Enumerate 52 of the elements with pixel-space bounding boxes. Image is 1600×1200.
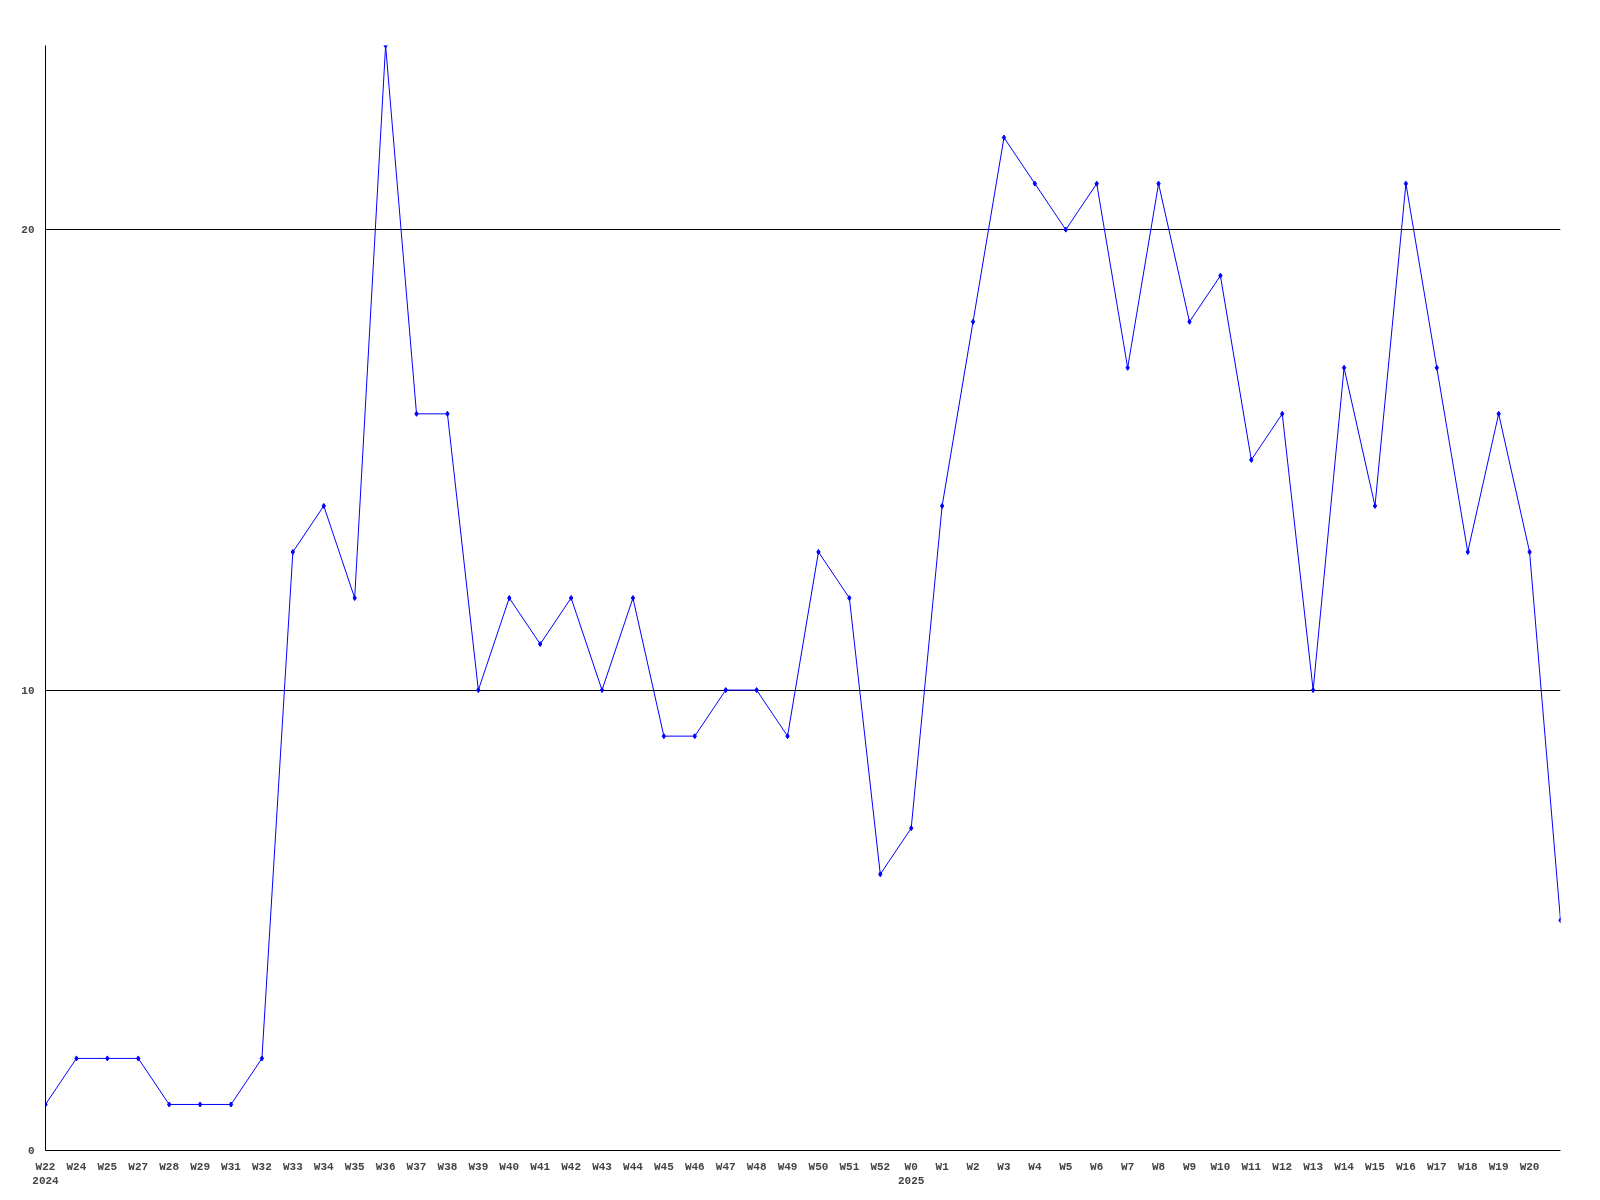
x-tick-label: W4 [1028, 1160, 1042, 1173]
x-tick-label: W7 [1121, 1160, 1135, 1173]
x-tick-label: W2 [966, 1160, 980, 1173]
x-tick-label: W29 [190, 1160, 210, 1173]
x-tick-label: W37 [406, 1160, 427, 1173]
x-tick-label: W40 [499, 1160, 520, 1173]
x-tick-label: W25 [97, 1160, 118, 1173]
x-tick-label: W31 [221, 1160, 242, 1173]
x-tick-label: W42 [561, 1160, 582, 1173]
x-tick-label: W11 [1241, 1160, 1262, 1173]
x-tick-label: W46 [684, 1160, 705, 1173]
x-tick-label: W8 [1151, 1160, 1166, 1173]
x-tick-label: W9 [1182, 1160, 1197, 1173]
x-tick-label: W43 [592, 1160, 613, 1173]
x-tick-label: W19 [1488, 1160, 1509, 1173]
x-tick-label: W28 [159, 1160, 180, 1173]
x-tick-label: W17 [1426, 1160, 1447, 1173]
x-tick-label: W41 [530, 1160, 551, 1173]
x-tick-label: W16 [1396, 1160, 1416, 1173]
x-tick-label: W15 [1365, 1160, 1386, 1173]
x-tick-label: W0 2025 [898, 1160, 925, 1187]
x-tick-label: W13 [1303, 1160, 1324, 1173]
x-tick-label: W51 [839, 1160, 860, 1173]
x-tick-label: W14 [1334, 1160, 1355, 1173]
x-tick-label: W27 [128, 1160, 149, 1173]
x-tick-label: W12 [1272, 1160, 1293, 1173]
x-tick-label: W6 [1090, 1160, 1104, 1173]
x-tick-label: W50 [808, 1160, 829, 1173]
x-tick-label: W24 [66, 1160, 87, 1173]
x-tick-label: W22 2024 [32, 1160, 60, 1187]
x-tick-label: W48 [746, 1160, 767, 1173]
x-tick-label: W52 [870, 1160, 891, 1173]
x-tick-label: W10 [1210, 1160, 1231, 1173]
x-tick-label: W45 [653, 1160, 675, 1173]
x-tick-label: W20 [1519, 1160, 1540, 1173]
x-tick-label: W38 [437, 1160, 458, 1173]
x-tick-label: W44 [623, 1160, 644, 1173]
x-tick-label: W39 [468, 1160, 489, 1173]
x-tick-label: W34 [313, 1160, 335, 1173]
x-tick-label: W49 [777, 1160, 798, 1173]
y-tick-label: 10 [21, 684, 35, 697]
x-tick-label: W3 [997, 1160, 1011, 1173]
x-tick-label: W5 [1059, 1160, 1073, 1173]
x-tick-label: W32 [252, 1160, 272, 1173]
x-tick-label: W33 [282, 1160, 304, 1173]
x-tick-label: W1 [935, 1160, 950, 1173]
x-tick-label: W18 [1457, 1160, 1479, 1173]
x-tick-label: W47 [715, 1160, 736, 1173]
y-tick-label: 20 [21, 224, 35, 237]
x-tick-label: W36 [375, 1160, 396, 1173]
y-tick-label: 0 [27, 1145, 35, 1157]
x-tick-label: W35 [344, 1160, 365, 1173]
